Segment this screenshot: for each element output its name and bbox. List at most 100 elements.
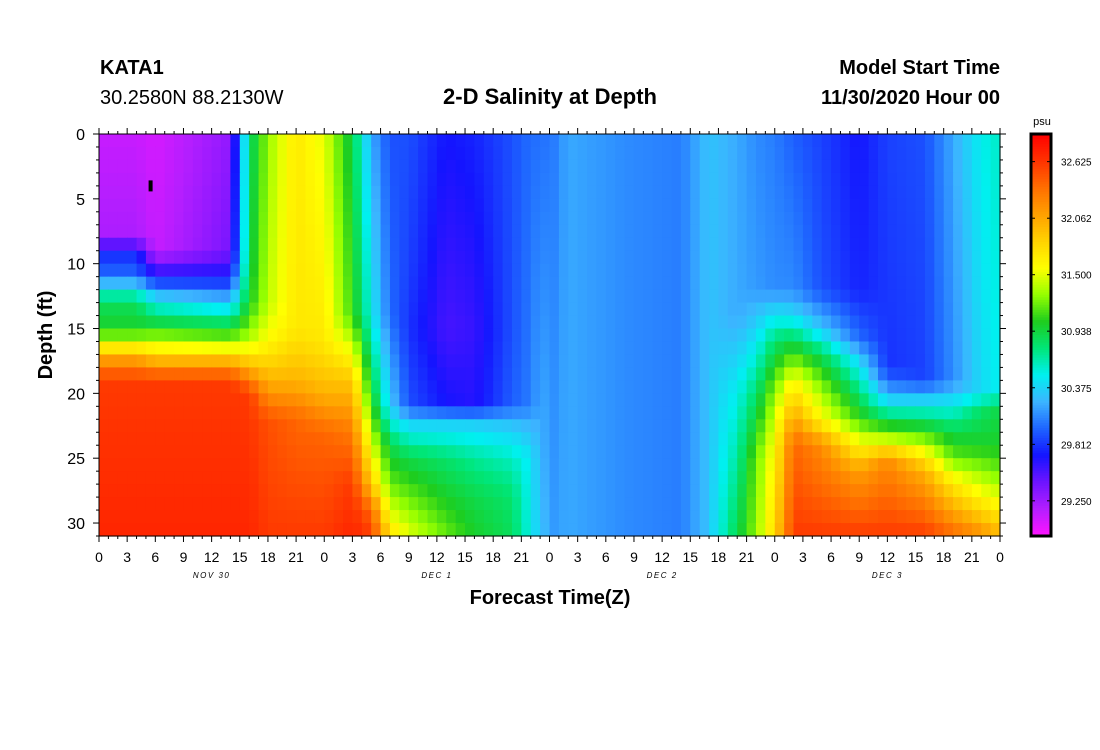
heatmap-cell: [511, 237, 522, 252]
heatmap-cell: [840, 510, 851, 524]
heatmap-cell: [465, 172, 476, 187]
heatmap-cell: [680, 159, 691, 174]
heatmap-cell: [277, 380, 288, 394]
heatmap-cell: [446, 159, 457, 174]
heatmap-cell: [361, 198, 372, 213]
heatmap-cell: [99, 224, 109, 239]
heatmap-cell: [943, 510, 954, 524]
heatmap-cell: [493, 393, 504, 407]
heatmap-cell: [577, 445, 588, 459]
heatmap-cell: [211, 198, 222, 213]
heatmap-cell: [981, 224, 992, 239]
heatmap-cell: [962, 380, 973, 394]
heatmap-cell: [896, 471, 907, 485]
heatmap-cell: [549, 406, 560, 420]
heatmap-cell: [399, 134, 410, 148]
heatmap-cell: [333, 250, 344, 265]
heatmap-cell: [924, 484, 935, 498]
heatmap-cell: [465, 497, 476, 511]
heatmap-cell: [380, 211, 391, 226]
heatmap-cell: [755, 315, 766, 330]
heatmap-cell: [249, 445, 260, 459]
heatmap-cell: [568, 134, 579, 148]
heatmap-cell: [671, 172, 682, 187]
heatmap-cell: [446, 471, 457, 485]
heatmap-cell: [192, 484, 203, 498]
heatmap-cell: [174, 523, 185, 537]
heatmap-cell: [230, 289, 241, 304]
heatmap-cell: [436, 134, 447, 148]
heatmap-cell: [690, 510, 701, 524]
heatmap-cell: [389, 497, 400, 511]
heatmap-cell: [953, 445, 964, 459]
heatmap-cell: [99, 380, 109, 394]
heatmap-cell: [709, 250, 720, 265]
heatmap-cell: [849, 159, 860, 174]
heatmap-cell: [671, 380, 682, 394]
heatmap-cell: [192, 263, 203, 278]
heatmap-cell: [436, 263, 447, 278]
heatmap-cell: [446, 432, 457, 446]
heatmap-cell: [324, 263, 335, 278]
heatmap-cell: [652, 484, 663, 498]
heatmap-cell: [361, 159, 372, 174]
heatmap-cell: [145, 341, 156, 356]
heatmap-cell: [221, 419, 231, 433]
heatmap-cell: [249, 471, 260, 485]
heatmap-cell: [737, 134, 748, 148]
heatmap-cell: [530, 406, 541, 420]
heatmap-cell: [981, 315, 992, 330]
heatmap-cell: [530, 484, 541, 498]
heatmap-cell: [906, 380, 917, 394]
heatmap-cell: [530, 341, 541, 356]
heatmap-cell: [690, 471, 701, 485]
heatmap-cell: [530, 224, 541, 239]
station-id: KATA1: [100, 57, 164, 79]
heatmap-cell: [680, 211, 691, 226]
heatmap-cell: [915, 289, 926, 304]
heatmap-cell: [624, 471, 635, 485]
heatmap-cell: [230, 224, 241, 239]
heatmap-cell: [192, 445, 203, 459]
heatmap-cell: [183, 523, 194, 537]
heatmap-cell: [267, 172, 278, 187]
heatmap-cell: [427, 276, 438, 291]
heatmap-cell: [943, 237, 954, 252]
heatmap-cell: [258, 523, 269, 537]
heatmap-cell: [267, 458, 278, 472]
x-tick-label: 12: [880, 549, 896, 565]
heatmap-cell: [117, 484, 128, 498]
heatmap-cell: [192, 198, 203, 213]
colorbar-segment: [1031, 335, 1051, 339]
colorbar-segment: [1031, 483, 1051, 487]
heatmap-cell: [258, 432, 269, 446]
heatmap-cell: [446, 484, 457, 498]
heatmap-cell: [990, 354, 1001, 369]
heatmap-cell: [436, 510, 447, 524]
heatmap-cell: [981, 458, 992, 472]
heatmap-cell: [408, 471, 419, 485]
colorbar-segment: [1031, 327, 1051, 331]
heatmap-cell: [502, 198, 513, 213]
colorbar-segment: [1031, 196, 1051, 200]
heatmap-cell: [136, 367, 147, 381]
heatmap-cell: [821, 328, 832, 343]
heatmap-cell: [755, 276, 766, 291]
colorbar-segment: [1031, 199, 1051, 203]
heatmap-cell: [446, 380, 457, 394]
heatmap-cell: [324, 380, 335, 394]
heatmap-cell: [108, 224, 119, 239]
heatmap-cell: [202, 289, 213, 304]
heatmap-cell: [155, 146, 166, 161]
heatmap-cell: [605, 523, 616, 537]
heatmap-cell: [540, 354, 551, 369]
heatmap-cell: [267, 367, 278, 381]
heatmap-cell: [296, 445, 307, 459]
heatmap-cell: [371, 523, 382, 537]
heatmap-cell: [671, 510, 682, 524]
heatmap-cell: [962, 315, 973, 330]
heatmap-cell: [690, 354, 701, 369]
heatmap-cell: [418, 289, 429, 304]
heatmap-cell: [474, 471, 485, 485]
heatmap-cell: [361, 328, 372, 343]
